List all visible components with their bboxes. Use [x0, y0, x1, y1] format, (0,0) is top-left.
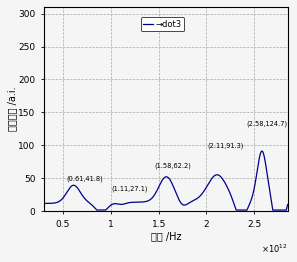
Text: (2.58,124.7): (2.58,124.7): [247, 121, 288, 127]
Text: (1.11,27.1): (1.11,27.1): [112, 185, 148, 192]
Y-axis label: 合格系数 /a.i.: 合格系数 /a.i.: [7, 87, 17, 132]
Text: (1.58,62.2): (1.58,62.2): [155, 162, 192, 168]
Text: $\times$10$^{12}$: $\times$10$^{12}$: [261, 243, 288, 255]
Text: (0.61,41.8): (0.61,41.8): [67, 175, 104, 182]
Text: (2.11,91.3): (2.11,91.3): [207, 143, 244, 149]
X-axis label: 频率 /Hz: 频率 /Hz: [151, 232, 181, 242]
Legend: →dot3: →dot3: [141, 17, 184, 31]
